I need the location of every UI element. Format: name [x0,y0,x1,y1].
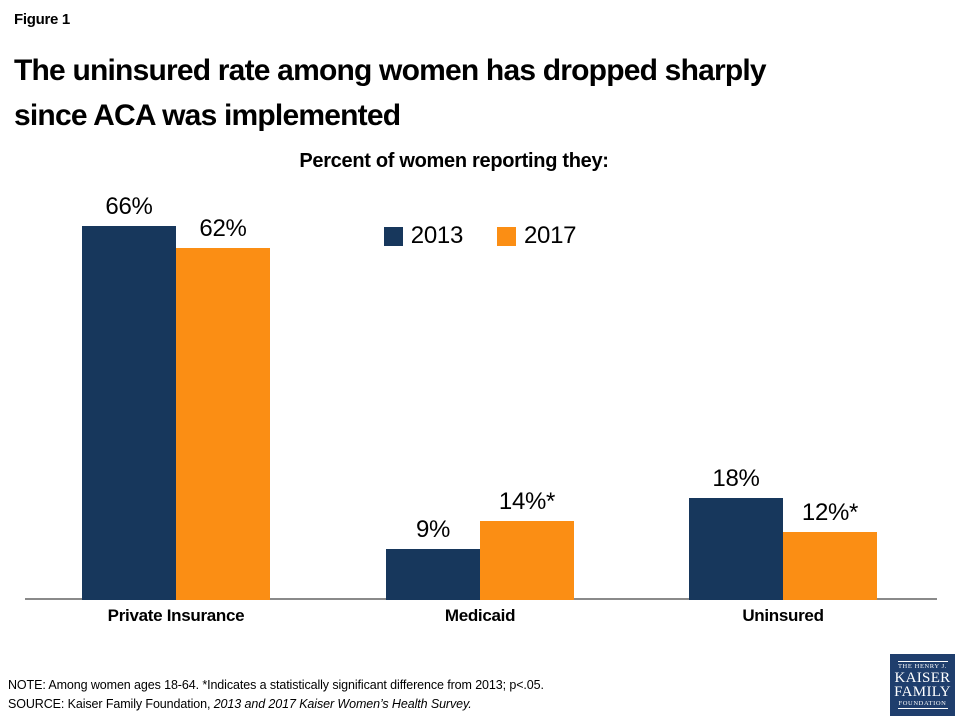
bar-value-label: 14%* [498,488,556,515]
bar-value-label: 18% [712,465,760,492]
note-line: NOTE: Among women ages 18-64. *Indicates… [8,678,544,692]
logo-rule-bottom [897,708,948,709]
category-axis-labels: Private Insurance Medicaid Uninsured [0,606,960,630]
bar-2017-uninsured [783,532,877,600]
legend-label: 2017 [524,222,577,249]
page-title-line1: The uninsured rate among women has dropp… [14,54,767,87]
footer-notes: NOTE: Among women ages 18-64. *Indicates… [8,676,788,714]
source-citation-italic: 2013 and 2017 Kaiser Women’s Health Surv… [213,697,472,711]
logo-line-family: FAMILY [894,684,951,700]
source-line: SOURCE: Kaiser Family Foundation, 2013 a… [8,695,788,714]
bar-2017-private-insurance [176,248,270,600]
legend-item-2017: 2017 [497,222,577,250]
figure-label: Figure 1 [14,11,70,28]
logo-line-kaiser: KAISER [894,670,951,686]
bar-value-label: 12%* [801,499,859,526]
bar-value-label: 66% [105,193,153,220]
bar-2013-medicaid [386,549,480,600]
bar-2013-private-insurance [82,226,176,600]
legend-item-2013: 2013 [383,222,464,250]
bar-2017-medicaid [480,521,574,600]
kff-foundation-logo: THE HENRY J. KAISER FAMILY FOUNDATION [890,654,955,716]
page-title-line2: since ACA was implemented [14,99,401,132]
legend-swatch-2013 [383,226,403,246]
logo-rule-top [897,661,948,662]
page-title: The uninsured rate among women has dropp… [14,48,934,138]
chart-title: Percent of women reporting they: [299,150,609,172]
logo-line-henry: THE HENRY J. [897,663,948,670]
source-text: SOURCE: Kaiser Family Foundation, [8,697,214,711]
legend-swatch-2017 [497,226,516,246]
bar-2013-uninsured [689,498,783,600]
plot-area: 66% 62% 9% 14%* 18% 12%* [0,180,960,600]
category-label-private-insurance: Private Insurance [107,606,245,625]
bar-value-label: 62% [199,215,247,242]
category-label-uninsured: Uninsured [742,606,824,625]
legend-label: 2013 [410,222,464,249]
bar-value-label: 9% [415,516,451,543]
legend: 2013 2017 [0,222,960,250]
category-label-medicaid: Medicaid [444,606,516,625]
logo-line-foundation: FOUNDATION [898,700,947,707]
